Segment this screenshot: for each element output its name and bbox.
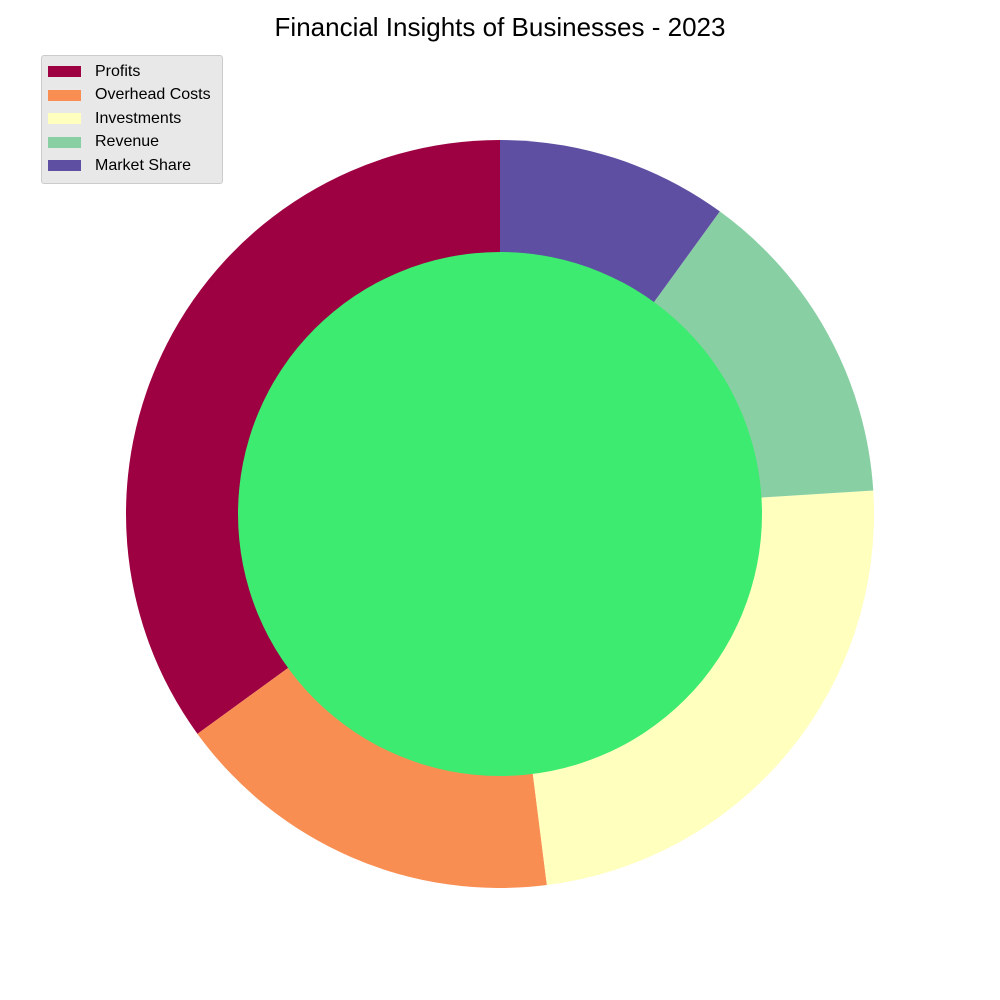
- legend: Profits Overhead Costs Investments Revenue M…: [41, 55, 223, 184]
- legend-label: Overhead Costs: [95, 86, 211, 104]
- legend-swatch: [48, 160, 81, 172]
- legend-label: Profits: [95, 62, 141, 80]
- legend-label: Market Share: [95, 156, 192, 174]
- legend-item: Overhead Costs: [42, 84, 222, 108]
- legend-item: Profits: [42, 60, 222, 84]
- chart-title: Financial Insights of Businesses - 2023: [274, 12, 726, 42]
- legend-swatch: [48, 113, 81, 125]
- legend-label: Revenue: [95, 133, 160, 151]
- legend-item: Market Share: [42, 154, 222, 178]
- legend-swatch: [48, 136, 81, 148]
- legend-swatch: [48, 89, 81, 101]
- legend-item: Investments: [42, 107, 222, 131]
- donut-center: [238, 252, 762, 776]
- legend-swatch: [48, 66, 81, 78]
- legend-label: Investments: [95, 109, 182, 127]
- legend-item: Revenue: [42, 131, 222, 155]
